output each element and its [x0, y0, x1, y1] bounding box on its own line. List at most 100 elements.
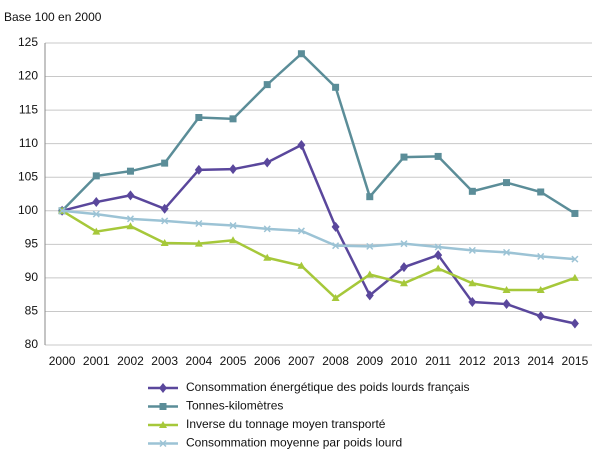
data-point [434, 243, 442, 251]
data-point [92, 210, 100, 218]
data-point [331, 294, 340, 302]
data-point [92, 227, 101, 235]
data-point [229, 236, 238, 244]
legend-marker [159, 439, 167, 448]
y-tick-label: 105 [18, 169, 38, 183]
x-tick-label: 2005 [220, 354, 247, 368]
data-point [194, 164, 203, 175]
legend-marker [159, 421, 167, 428]
data-point [58, 207, 66, 215]
x-tick-label: 2011 [425, 354, 451, 368]
data-point [331, 221, 340, 232]
series-line [61, 52, 576, 215]
data-point [263, 253, 272, 261]
data-point [332, 242, 340, 250]
series-line [61, 209, 576, 300]
data-point [570, 273, 579, 281]
data-point [263, 81, 271, 89]
data-point [536, 285, 545, 293]
data-point [160, 203, 169, 214]
x-tick-label: 2014 [527, 354, 554, 368]
data-point [502, 285, 511, 293]
data-point [434, 250, 443, 261]
data-point [366, 193, 374, 201]
data-point [503, 248, 511, 256]
legend-marker [159, 383, 167, 393]
x-tick-label: 2013 [493, 354, 520, 368]
legend-label: Inverse du tonnage moyen transporté [186, 417, 386, 431]
data-point [571, 209, 579, 217]
x-tick-label: 2002 [117, 354, 144, 368]
data-point [92, 197, 101, 208]
data-point [160, 238, 169, 246]
data-point [400, 153, 408, 161]
data-point [92, 172, 100, 180]
legend-label: Consommation énergétique des poids lourd… [186, 380, 470, 394]
y-tick-label: 125 [18, 35, 38, 49]
data-point [229, 115, 237, 123]
data-point [502, 299, 511, 310]
y-tick-label: 80 [25, 337, 39, 351]
data-point [263, 157, 272, 168]
data-point [468, 187, 476, 195]
data-point [468, 279, 477, 287]
data-point [297, 50, 305, 58]
data-point [365, 290, 374, 301]
data-point [365, 270, 374, 278]
data-point [537, 252, 545, 260]
data-point [195, 113, 203, 121]
data-point [195, 219, 203, 228]
x-tick-label: 2015 [562, 354, 589, 368]
data-point [126, 222, 135, 230]
series-line [61, 143, 576, 325]
data-point [194, 239, 203, 247]
legend-marker [159, 403, 167, 410]
x-tick-label: 2009 [356, 354, 383, 368]
x-tick-label: 2000 [49, 354, 76, 368]
data-point [297, 140, 306, 151]
data-point [297, 227, 305, 235]
data-point [434, 152, 442, 160]
x-tick-label: 2012 [459, 354, 486, 368]
data-point [332, 83, 340, 91]
y-tick-label: 100 [18, 203, 38, 217]
x-tick-label: 2008 [322, 354, 349, 368]
y-tick-label: 95 [25, 237, 39, 251]
x-tick-label: 2001 [83, 354, 110, 368]
data-point [570, 318, 579, 329]
y-tick-label: 120 [18, 69, 38, 83]
legend-label: Consommation moyenne par poids lourd [186, 436, 402, 450]
data-point [399, 262, 408, 273]
data-point [366, 242, 374, 250]
y-axis-label: Base 100 en 2000 [4, 10, 102, 24]
data-point [297, 261, 306, 269]
data-point [229, 164, 238, 175]
x-tick-label: 2003 [151, 354, 178, 368]
x-tick-label: 2006 [254, 354, 281, 368]
data-point [468, 297, 477, 308]
x-tick-label: 2004 [185, 354, 212, 368]
data-point [126, 167, 134, 175]
data-point [126, 190, 135, 201]
x-tick-label: 2010 [391, 354, 418, 368]
data-point [537, 188, 545, 196]
data-point [399, 279, 408, 287]
data-point [434, 264, 443, 272]
y-tick-label: 90 [25, 270, 39, 284]
data-point [571, 255, 579, 263]
data-point [263, 225, 271, 233]
data-point [400, 240, 408, 248]
y-tick-label: 110 [19, 136, 38, 150]
data-point [161, 159, 169, 167]
y-tick-label: 85 [25, 304, 39, 318]
data-point [161, 217, 169, 225]
data-point [126, 215, 134, 223]
data-point [468, 246, 476, 254]
series-line [61, 209, 576, 261]
y-tick-label: 115 [19, 102, 38, 116]
legend-label: Tonnes-kilomètres [186, 399, 283, 413]
data-point [229, 222, 237, 230]
data-point [503, 179, 511, 187]
data-point [536, 311, 545, 322]
